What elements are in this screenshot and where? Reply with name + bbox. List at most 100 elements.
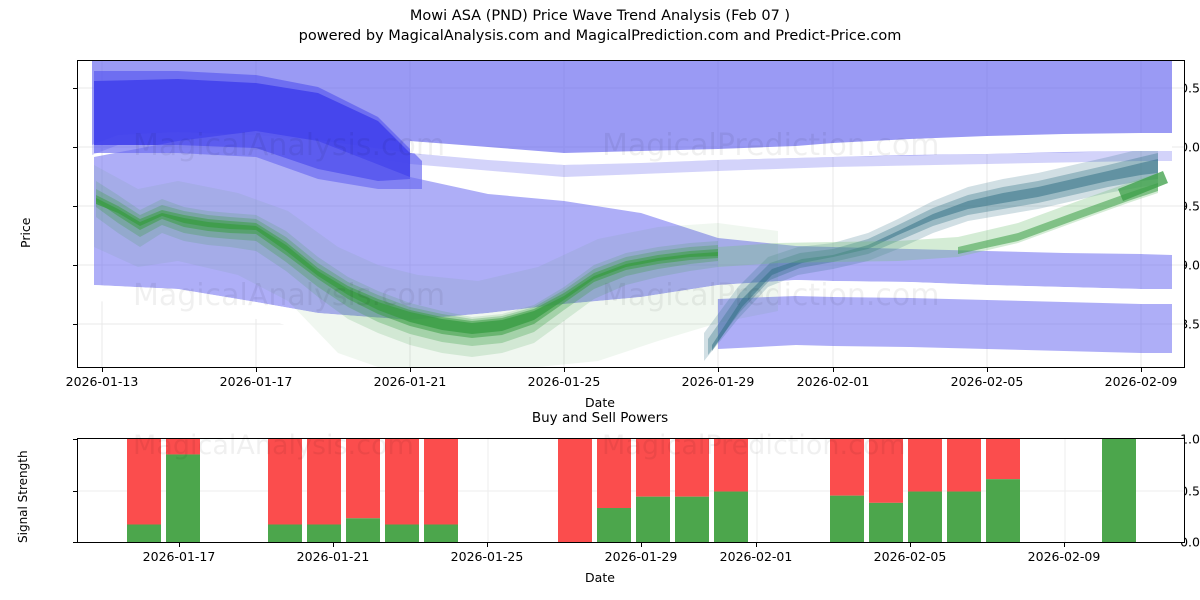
buy-power-bar[interactable] (424, 524, 458, 542)
signal-xaxis-label: Date (585, 570, 615, 585)
price-xtick-label: 2026-02-01 (796, 374, 870, 389)
price-xtick-label: 2026-01-13 (65, 374, 139, 389)
buy-power-bar[interactable] (986, 479, 1020, 542)
signal-xtick-mark (641, 543, 642, 547)
signal-xtick-mark (756, 543, 757, 547)
sell-power-bar[interactable] (558, 439, 592, 542)
price-xtick-mark (718, 368, 719, 372)
sell-power-bar[interactable] (307, 439, 341, 525)
price-xtick-label: 2026-01-25 (527, 374, 601, 389)
price-xtick-label: 2026-02-09 (1104, 374, 1178, 389)
price-ytick-mark (73, 324, 77, 325)
buy-power-bar[interactable] (597, 508, 631, 542)
price-wave-svg (78, 61, 1184, 367)
green-right-tip (1118, 171, 1168, 201)
sell-power-bar[interactable] (424, 439, 458, 525)
signal-xtick-label: 2026-01-17 (142, 549, 216, 564)
chart-title-block: Mowi ASA (PND) Price Wave Trend Analysis… (0, 6, 1200, 46)
signal-xtick-label: 2026-01-29 (604, 549, 678, 564)
buy-power-bar[interactable] (1102, 439, 1136, 542)
signal-bars (127, 439, 1136, 542)
signal-axis-label: Signal Strength (16, 450, 30, 543)
price-chart-panel: Price 20.5 20.0 19.5 19.0 18.5 (0, 48, 1200, 410)
mid-blue-band (94, 131, 1172, 320)
signal-xtick-label: 2026-01-21 (296, 549, 370, 564)
price-ytick-mark (73, 265, 77, 266)
sell-power-bar[interactable] (127, 439, 161, 525)
upper-white-gap (410, 133, 1172, 165)
price-xtick-mark (256, 368, 257, 372)
green-wave-historical (96, 181, 718, 357)
buy-sell-bars-svg (78, 439, 1184, 542)
signal-xtick-mark (179, 543, 180, 547)
signal-ytick-mark (73, 491, 77, 492)
price-xtick-mark (410, 368, 411, 372)
buy-sell-panel: Buy and Sell Powers Signal Strength 1.0 … (0, 408, 1200, 600)
price-xtick-mark (564, 368, 565, 372)
signal-xtick-label: 2026-02-05 (873, 549, 947, 564)
price-xaxis-label: Date (585, 395, 615, 410)
sell-power-bar[interactable] (908, 439, 942, 492)
signal-xtick-mark (1064, 543, 1065, 547)
mid-lower-gap (94, 280, 1172, 337)
sell-power-bar[interactable] (986, 439, 1020, 480)
buy-power-bar[interactable] (385, 524, 419, 542)
teal-forecast-wave (704, 145, 1158, 361)
price-xtick-label: 2026-01-17 (219, 374, 293, 389)
sell-power-bar[interactable] (636, 439, 670, 497)
page-title: Mowi ASA (PND) Price Wave Trend Analysis… (409, 8, 791, 24)
price-ytick-mark (73, 206, 77, 207)
signal-xtick-label: 2026-01-25 (450, 549, 524, 564)
buy-power-bar[interactable] (166, 454, 200, 542)
price-xtick-label: 2026-01-29 (681, 374, 755, 389)
signal-plot-area (77, 438, 1185, 543)
price-ytick-mark (73, 88, 77, 89)
lower-blue-band (718, 296, 1172, 353)
signal-ytick-label: 1.0 (1180, 431, 1200, 447)
sell-power-bar[interactable] (714, 439, 748, 492)
buy-power-bar[interactable] (127, 524, 161, 542)
price-xtick-label: 2026-01-21 (373, 374, 447, 389)
sell-power-bar[interactable] (346, 439, 380, 519)
signal-ytick-mark (73, 542, 77, 543)
price-xtick-label: 2026-02-05 (950, 374, 1024, 389)
buy-power-bar[interactable] (675, 496, 709, 542)
price-xtick-mark (102, 368, 103, 372)
buy-power-bar[interactable] (830, 495, 864, 542)
sell-power-bar[interactable] (947, 439, 981, 492)
price-ytick-mark (73, 147, 77, 148)
signal-ytick-label: 0.5 (1180, 483, 1200, 499)
signal-ytick-mark (73, 439, 77, 440)
buy-power-bar[interactable] (346, 518, 380, 542)
buy-power-bar[interactable] (869, 502, 903, 542)
sell-power-bar[interactable] (830, 439, 864, 496)
sell-power-bar[interactable] (597, 439, 631, 509)
buy-power-bar[interactable] (947, 491, 981, 542)
signal-xtick-label: 2026-02-01 (719, 549, 793, 564)
signal-xtick-mark (487, 543, 488, 547)
buy-sell-title: Buy and Sell Powers (531, 410, 669, 426)
green-forecast-core (958, 183, 1158, 254)
buy-power-bar[interactable] (268, 524, 302, 542)
buy-power-bar[interactable] (714, 491, 748, 542)
buy-power-bar[interactable] (908, 491, 942, 542)
green-forecast-band (718, 173, 1158, 267)
signal-ytick-label: 0.0 (1180, 534, 1200, 550)
price-xtick-mark (987, 368, 988, 372)
sell-power-bar[interactable] (869, 439, 903, 503)
sell-power-bar[interactable] (166, 439, 200, 455)
price-axis-label: Price (18, 217, 33, 249)
green-wave-halo (94, 165, 778, 367)
sell-power-bar[interactable] (385, 439, 419, 525)
price-plot-area (77, 60, 1185, 368)
price-xtick-mark (1141, 368, 1142, 372)
sell-power-bar[interactable] (675, 439, 709, 497)
sell-power-bar[interactable] (268, 439, 302, 525)
page-subtitle: powered by MagicalAnalysis.com and Magic… (298, 28, 902, 44)
buy-power-bar[interactable] (636, 496, 670, 542)
signal-xtick-mark (333, 543, 334, 547)
buy-power-bar[interactable] (307, 524, 341, 542)
signal-xtick-label: 2026-02-09 (1027, 549, 1101, 564)
price-xtick-mark (833, 368, 834, 372)
